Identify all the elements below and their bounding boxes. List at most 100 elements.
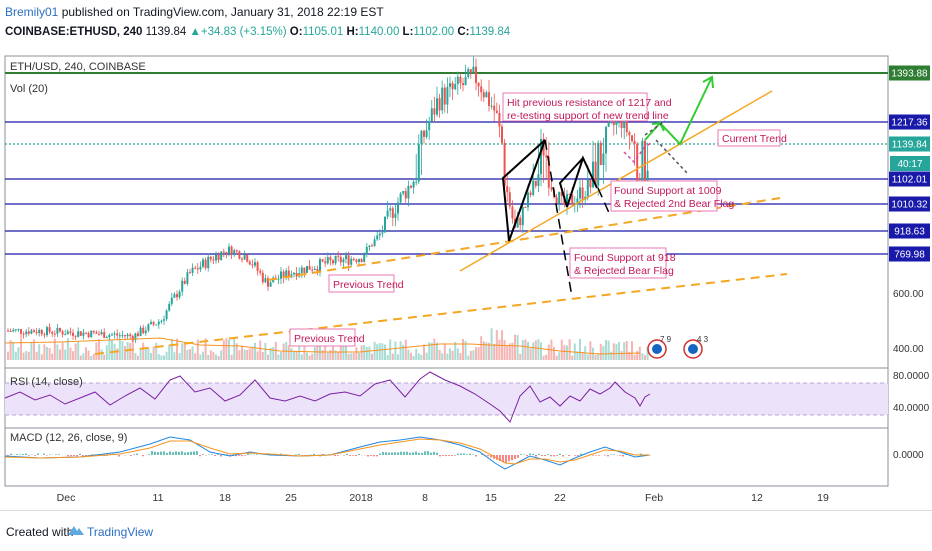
macd-histogram-bar xyxy=(49,454,51,455)
annotation-current-trend[interactable]: Current Trend xyxy=(718,130,787,146)
annotation-support-918-line1: Found Support at 918 xyxy=(574,252,676,264)
macd-histogram-bar xyxy=(337,455,339,456)
candle-body xyxy=(181,281,183,292)
volume-bar xyxy=(449,348,451,360)
candle-body xyxy=(389,208,391,210)
tradingview-brand-link[interactable]: TradingView xyxy=(87,525,153,539)
annotation-resistance-line1: Hit previous resistance of 1217 and xyxy=(507,97,672,109)
macd-histogram-bar xyxy=(559,454,561,455)
price-level-label-769.98: 769.98 xyxy=(894,250,925,261)
candle-body xyxy=(527,193,529,208)
rsi-band xyxy=(5,383,888,415)
volume-bar xyxy=(337,352,339,360)
volume-bar xyxy=(98,339,100,360)
annotation-support-1009[interactable]: Found Support at 1009 & Rejected 2nd Bea… xyxy=(611,181,734,211)
volume-bar xyxy=(387,355,389,360)
candle-body xyxy=(54,334,56,335)
candle-body xyxy=(493,106,495,111)
candle-body xyxy=(124,335,126,336)
macd-histogram-bar xyxy=(469,454,471,455)
candle-body xyxy=(77,331,79,337)
annotation-previous-trend-2[interactable]: Previous Trend xyxy=(290,329,365,346)
candle-body xyxy=(472,67,474,73)
candle-body xyxy=(415,182,417,183)
volume-bar xyxy=(202,352,204,360)
annotation-resistance[interactable]: Hit previous resistance of 1217 and re-t… xyxy=(503,93,672,122)
candle-body xyxy=(545,155,547,157)
candle-body xyxy=(33,330,35,332)
candle-body xyxy=(480,86,482,92)
volume-bar xyxy=(23,353,25,360)
candle-body xyxy=(80,331,82,336)
volume-bar xyxy=(413,356,415,360)
candle-body xyxy=(467,69,469,77)
volume-bar xyxy=(93,354,95,360)
volume-bar xyxy=(397,354,399,360)
annotation-support-918[interactable]: Found Support at 918 & Rejected Bear Fla… xyxy=(570,248,676,278)
macd-histogram-bar xyxy=(472,454,474,455)
volume-bar xyxy=(51,354,53,360)
volume-bar xyxy=(644,355,646,360)
macd-histogram-bar xyxy=(424,451,426,455)
candle-body xyxy=(176,294,178,297)
volume-bar xyxy=(540,342,542,360)
volume-bar xyxy=(457,348,459,360)
candle-body xyxy=(537,174,539,186)
macd-histogram-bar xyxy=(574,455,576,456)
candle-body xyxy=(327,257,329,263)
candle-body xyxy=(49,327,51,332)
volume-bar xyxy=(376,344,378,360)
chart-area[interactable]: Hit previous resistance of 1217 and re-t… xyxy=(0,46,932,510)
annotation-previous-trend-1[interactable]: Previous Trend xyxy=(329,275,404,292)
candle-body xyxy=(353,259,355,260)
volume-bar xyxy=(498,340,500,360)
volume-bar xyxy=(569,339,571,360)
candle-body xyxy=(20,329,22,333)
candle-body xyxy=(433,108,435,114)
macd-histogram-bar xyxy=(550,455,552,456)
macd-histogram-bar xyxy=(610,454,612,455)
volume-bar xyxy=(556,356,558,360)
candle-body xyxy=(160,321,162,322)
candle-body xyxy=(462,83,464,85)
volume-bar xyxy=(168,345,170,360)
candle-body xyxy=(23,334,25,335)
close-label: C: xyxy=(457,26,469,38)
volume-bar xyxy=(46,347,48,360)
candle-body xyxy=(36,332,38,333)
candle-body xyxy=(179,292,181,298)
volume-bar xyxy=(535,340,537,360)
tradingview-logo-icon[interactable] xyxy=(67,523,85,537)
macd-histogram-bar xyxy=(118,455,120,456)
volume-bar xyxy=(228,340,230,360)
candle-body xyxy=(17,329,19,330)
author-link[interactable]: Bremily01 xyxy=(5,5,58,19)
macd-histogram-bar xyxy=(184,453,186,455)
macd-histogram-bar xyxy=(16,454,18,455)
volume-bar xyxy=(69,348,71,360)
macd-histogram-bar xyxy=(430,453,432,455)
volume-bar xyxy=(478,347,480,360)
candle-body xyxy=(348,255,350,265)
candle-body xyxy=(423,131,425,137)
volume-bar xyxy=(176,339,178,360)
macd-histogram-bar xyxy=(211,454,213,455)
x-tick-8: 8 xyxy=(422,492,428,504)
macd-histogram-bar xyxy=(568,455,570,456)
volume-bar xyxy=(121,341,123,360)
volume-bar xyxy=(524,339,526,360)
volume-bar xyxy=(163,355,165,360)
volume-bar xyxy=(288,345,290,360)
volume-bar xyxy=(400,341,402,360)
macd-histogram-bar xyxy=(169,451,171,455)
volume-bar xyxy=(444,343,446,360)
macd-histogram-bar xyxy=(418,453,420,455)
volume-bar xyxy=(210,350,212,360)
volume-bar xyxy=(137,356,139,360)
volume-bar xyxy=(145,349,147,360)
macd-histogram-bar xyxy=(436,453,438,455)
chart-svg[interactable]: Hit previous resistance of 1217 and re-t… xyxy=(0,46,932,510)
volume-bar xyxy=(514,335,516,360)
macd-histogram-bar xyxy=(562,455,564,456)
candle-body xyxy=(75,336,77,337)
